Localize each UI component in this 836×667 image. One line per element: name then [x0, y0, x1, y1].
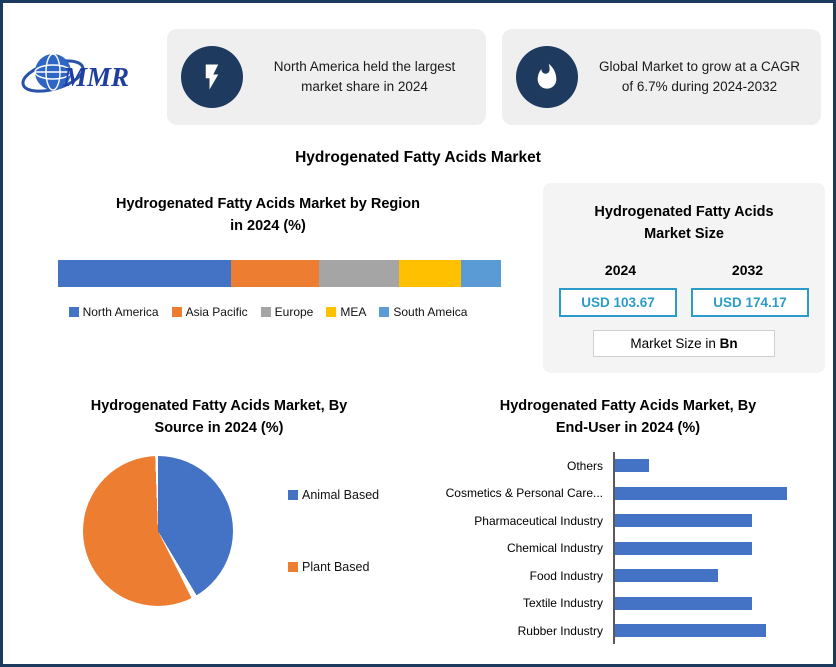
enduser-chart-title: Hydrogenated Fatty Acids Market, By End-…	[435, 395, 821, 440]
unit-note-bold: Bn	[719, 335, 738, 351]
legend-item: South Ameica	[379, 305, 467, 319]
legend-item: Asia Pacific	[171, 304, 248, 319]
source-chart-title-line2: Source in 2024 (%)	[154, 420, 284, 437]
enduser-bar	[615, 569, 718, 583]
legend-label: North America	[82, 304, 159, 319]
enduser-row: Pharmaceutical Industry	[435, 506, 821, 535]
source-chart-section: Hydrogenated Fatty Acids Market, By Sour…	[3, 391, 435, 644]
legend-swatch	[288, 489, 298, 500]
enduser-row: Others	[435, 451, 821, 480]
enduser-bar-track	[613, 616, 821, 645]
legend-item: Europe	[260, 304, 314, 319]
bottom-section: Hydrogenated Fatty Acids Market, By Sour…	[3, 391, 833, 645]
enduser-category-label: Others	[566, 458, 603, 473]
source-pie	[83, 455, 233, 606]
enduser-bar-track	[613, 589, 821, 617]
enduser-row: Food Industry	[435, 561, 821, 590]
source-chart-title: Hydrogenated Fatty Acids Market, By Sour…	[3, 395, 435, 440]
legend-label: Asia Pacific	[185, 304, 248, 319]
enduser-bar	[615, 541, 753, 555]
enduser-chart-title-line1: Hydrogenated Fatty Acids Market, By	[499, 397, 757, 414]
enduser-bar-track	[613, 479, 821, 507]
legend-swatch	[326, 306, 337, 317]
region-chart-section: Hydrogenated Fatty Acids Market by Regio…	[3, 183, 533, 319]
enduser-category-label: Pharmaceutical Industry	[474, 513, 603, 528]
legend-swatch	[260, 306, 271, 317]
legend-item: Plant Based	[288, 560, 379, 574]
callout-cagr-text: Global Market to grow at a CAGR of 6.7% …	[598, 58, 801, 94]
mmr-logo: MMR	[19, 43, 151, 112]
region-stacked-bar	[58, 259, 501, 287]
region-segment	[319, 259, 400, 287]
enduser-category-label: Food Industry	[529, 568, 603, 583]
lightning-icon	[181, 46, 243, 108]
market-size-unit-note: Market Size in Bn	[593, 329, 775, 357]
enduser-category-label: Cosmetics & Personal Care...	[445, 486, 603, 501]
legend-item: Animal Based	[288, 488, 379, 502]
enduser-category-label: Textile Industry	[522, 596, 603, 611]
legend-label: Animal Based	[302, 487, 380, 502]
enduser-bar	[615, 624, 767, 638]
legend-swatch	[288, 561, 298, 572]
legend-swatch	[379, 306, 390, 317]
page-title: Hydrogenated Fatty Acids Market	[295, 149, 541, 166]
legend-swatch	[171, 306, 182, 317]
enduser-row: Chemical Industry	[435, 534, 821, 562]
legend-swatch	[68, 306, 79, 317]
year-2024-label: 2024	[604, 261, 637, 278]
market-size-title-line2: Market Size	[644, 226, 724, 243]
callout-market-share: North America held the largest market sh…	[167, 29, 486, 125]
middle-section: Hydrogenated Fatty Acids Market by Regio…	[3, 183, 833, 373]
region-legend: North America Asia Pacific Europe MEA South …	[3, 305, 533, 319]
region-segment	[230, 259, 320, 287]
market-size-value-2032: USD 174.17	[691, 287, 809, 317]
callout-cagr: Global Market to grow at a CAGR of 6.7% …	[502, 29, 821, 125]
source-pie-wrap: Animal Based Plant Based	[3, 455, 435, 606]
globe-logo-graphic: MMR	[21, 52, 129, 93]
legend-label: Europe	[274, 304, 314, 319]
enduser-chart: Others Cosmetics & Personal Care... Pharma…	[435, 451, 821, 645]
enduser-bar-track	[613, 534, 821, 562]
source-legend: Animal Based Plant Based	[288, 488, 379, 574]
region-segment	[461, 259, 501, 287]
unit-note-prefix: Market Size in	[630, 335, 720, 351]
enduser-bar-track	[613, 451, 821, 480]
callout-market-share-text: North America held the largest market sh…	[273, 58, 456, 94]
market-size-years: 2024 2032	[557, 262, 811, 278]
market-size-title: Hydrogenated Fatty Acids Market Size	[557, 201, 811, 246]
enduser-row: Rubber Industry	[435, 616, 821, 645]
year-2032-label: 2032	[731, 261, 764, 278]
region-chart-title-line1: Hydrogenated Fatty Acids Market by Regio…	[115, 196, 421, 212]
enduser-chart-section: Hydrogenated Fatty Acids Market, By End-…	[435, 391, 833, 645]
region-chart-title-line2: in 2024 (%)	[230, 218, 306, 235]
enduser-bar-track	[613, 561, 821, 590]
enduser-bar	[615, 459, 650, 473]
header: MMR North America held the largest marke…	[3, 3, 833, 125]
enduser-bar-track	[613, 506, 821, 535]
enduser-row: Textile Industry	[435, 589, 821, 617]
market-size-panel: Hydrogenated Fatty Acids Market Size 202…	[543, 183, 825, 373]
legend-label: South Ameica	[393, 304, 468, 319]
market-size-title-line1: Hydrogenated Fatty Acids	[594, 204, 774, 220]
enduser-chart-title-line2: End-User in 2024 (%)	[555, 420, 701, 437]
source-chart-title-line1: Hydrogenated Fatty Acids Market, By	[90, 397, 348, 414]
logo-text: MMR	[62, 62, 129, 92]
enduser-category-label: Chemical Industry	[506, 541, 603, 556]
region-segment	[399, 259, 462, 287]
legend-item: North America	[68, 304, 159, 319]
enduser-row: Cosmetics & Personal Care...	[435, 479, 821, 507]
market-size-values: USD 103.67 USD 174.17	[557, 287, 811, 317]
enduser-bar	[615, 514, 753, 528]
region-segment	[58, 259, 231, 287]
region-chart-title: Hydrogenated Fatty Acids Market by Regio…	[3, 193, 533, 238]
enduser-bar	[615, 596, 753, 610]
flame-icon	[516, 46, 578, 108]
legend-item: MEA	[326, 305, 366, 319]
enduser-bar	[615, 486, 787, 500]
legend-label: Plant Based	[302, 559, 370, 574]
market-size-value-2024: USD 103.67	[559, 287, 677, 317]
enduser-category-label: Rubber Industry	[517, 623, 603, 638]
legend-label: MEA	[340, 304, 367, 319]
